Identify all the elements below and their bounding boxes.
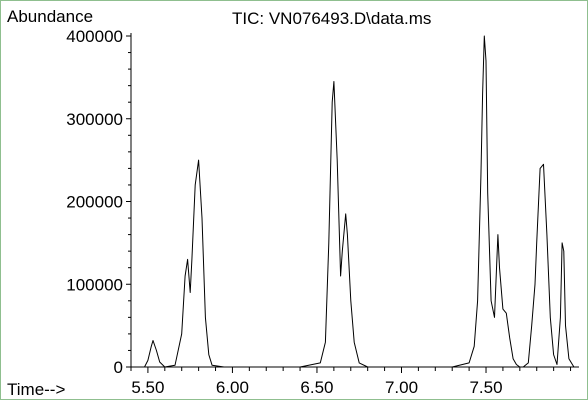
x-tick-label: 6.50 (300, 378, 333, 397)
y-tick-label: 0 (114, 358, 123, 377)
y-tick-label: 100000 (66, 275, 123, 294)
y-axis-label: Abundance (7, 7, 93, 26)
x-tick-label: 7.00 (385, 378, 418, 397)
chart-title: TIC: VN076493.D\data.ms (232, 9, 431, 28)
y-tick-label: 400000 (66, 27, 123, 46)
x-tick-label: 6.00 (216, 378, 249, 397)
x-tick-label: 7.50 (469, 378, 502, 397)
x-axis-label: Time--> (7, 380, 65, 399)
y-tick-label: 300000 (66, 110, 123, 129)
tic-trace-line (131, 35, 579, 368)
x-tick-label: 5.50 (131, 378, 164, 397)
y-tick-label: 200000 (66, 193, 123, 212)
